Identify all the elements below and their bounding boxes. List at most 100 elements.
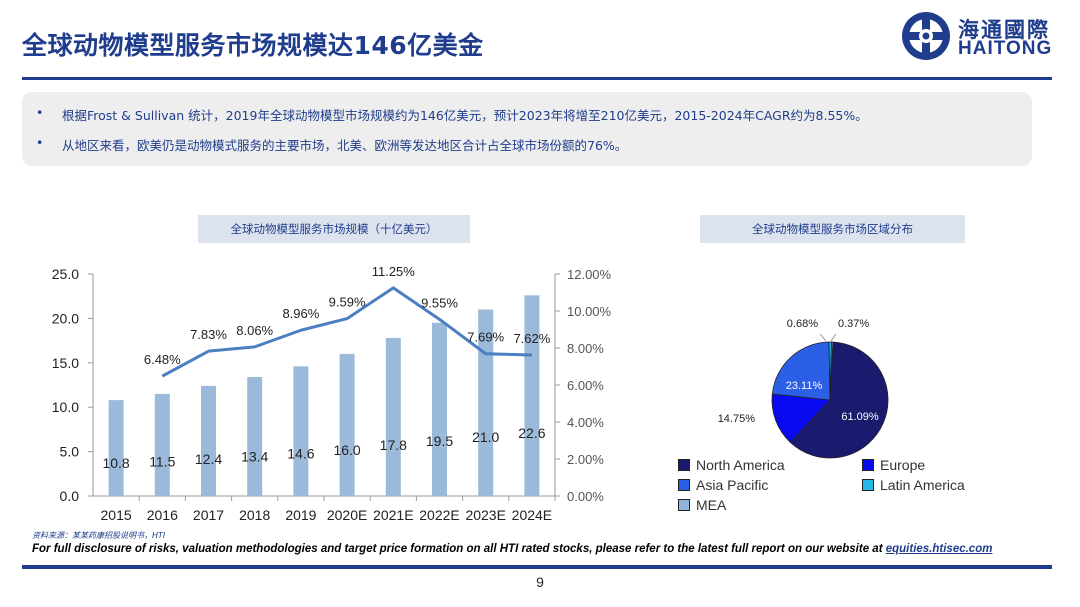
pie-value-label: 14.75% bbox=[718, 413, 756, 425]
pie-leader-line bbox=[819, 333, 827, 342]
y2-tick-label: 0.00% bbox=[567, 489, 604, 504]
y2-tick-label: 8.00% bbox=[567, 341, 604, 356]
bar bbox=[524, 295, 540, 496]
bar-value-label: 21.0 bbox=[472, 429, 499, 445]
haitong-logo: 海通國際 HAITONG bbox=[900, 8, 1070, 64]
haitong-emblem-icon bbox=[902, 12, 950, 60]
bar-value-label: 14.6 bbox=[287, 445, 314, 461]
legend-item: Asia Pacific bbox=[678, 477, 768, 493]
legend-item: Latin America bbox=[862, 477, 965, 493]
bar-value-label: 16.0 bbox=[333, 442, 360, 458]
legend-label: Latin America bbox=[880, 477, 965, 493]
bar bbox=[339, 353, 355, 496]
bullet-symbol: • bbox=[36, 105, 44, 120]
legend-label: North America bbox=[696, 457, 785, 473]
page-title: 全球动物模型服务市场规模达146亿美金 bbox=[22, 31, 484, 60]
line-value-label: 6.48% bbox=[144, 352, 181, 367]
bar-value-label: 22.6 bbox=[518, 425, 545, 441]
bar-value-label: 10.8 bbox=[102, 455, 129, 471]
disclosure-sentence: For full disclosure of risks, valuation … bbox=[32, 543, 886, 555]
y-tick-label: 15.0 bbox=[52, 355, 79, 371]
pie-slice bbox=[771, 393, 831, 444]
y2-tick-label: 2.00% bbox=[567, 452, 604, 467]
bar-value-label: 12.4 bbox=[195, 451, 222, 467]
bar bbox=[201, 385, 216, 496]
legend-item: MEA bbox=[678, 497, 726, 513]
website-link[interactable]: equities.htisec.com bbox=[885, 543, 993, 555]
legend-label: Europe bbox=[880, 457, 926, 473]
legend-label: MEA bbox=[696, 497, 727, 513]
x-tick-label: 2019 bbox=[285, 507, 316, 523]
page-number: 9 bbox=[536, 574, 544, 590]
bullet-symbol: • bbox=[36, 135, 44, 150]
x-tick-label: 2023E bbox=[465, 507, 505, 523]
y-tick-label: 10.0 bbox=[52, 399, 79, 415]
bar bbox=[385, 337, 401, 496]
bar bbox=[247, 377, 263, 496]
bar bbox=[432, 322, 447, 496]
pie-value-label: 0.68% bbox=[787, 318, 818, 330]
bar-value-label: 11.5 bbox=[149, 453, 175, 469]
growth-rate-line bbox=[161, 286, 532, 378]
pie-value-label: 23.11% bbox=[786, 380, 823, 392]
legend-swatch bbox=[862, 479, 874, 492]
summary-box: • 根据Frost & Sullivan 统计，2019年全球动物模型市场规模约… bbox=[22, 92, 1032, 166]
legend-item: Europe bbox=[862, 457, 925, 473]
bar bbox=[108, 400, 124, 496]
x-tick-label: 2022E bbox=[419, 507, 459, 523]
legend-swatch bbox=[678, 479, 690, 492]
bar bbox=[293, 366, 309, 496]
x-tick-label: 2016 bbox=[147, 507, 178, 523]
legend-label: Asia Pacific bbox=[696, 477, 769, 493]
x-tick-label: 2024E bbox=[512, 507, 552, 523]
pie-slice bbox=[771, 341, 831, 401]
line-value-label: 8.06% bbox=[236, 323, 273, 338]
line-value-label: 8.96% bbox=[282, 306, 319, 321]
bar bbox=[154, 393, 170, 496]
y-tick-label: 0.0 bbox=[60, 488, 80, 504]
disclosure-text: For full disclosure of risks, valuation … bbox=[32, 543, 992, 555]
line-value-label: 9.55% bbox=[421, 295, 458, 310]
y-tick-label: 5.0 bbox=[60, 444, 80, 460]
line-value-label: 7.62% bbox=[513, 331, 550, 346]
legend-swatch bbox=[678, 459, 690, 472]
bar-value-label: 17.8 bbox=[380, 437, 407, 453]
bar-chart-title: 全球动物模型服务市场规模（十亿美元） bbox=[198, 215, 470, 243]
pie-slice bbox=[790, 341, 889, 459]
pie-chart-title: 全球动物模型服务市场区域分布 bbox=[700, 215, 965, 243]
x-tick-label: 2020E bbox=[327, 507, 367, 523]
y-tick-label: 25.0 bbox=[52, 266, 79, 282]
region-pie-chart: 61.09% 14.75% 23.11% 0.68% 0.37% bbox=[718, 318, 889, 459]
footer-divider bbox=[22, 565, 1052, 569]
line-value-label: 9.59% bbox=[329, 295, 366, 310]
legend-item: North America bbox=[678, 457, 785, 473]
y-tick-label: 20.0 bbox=[52, 310, 79, 326]
y2-tick-label: 6.00% bbox=[567, 378, 604, 393]
x-tick-label: 2015 bbox=[101, 507, 132, 523]
pie-leader-line bbox=[830, 333, 837, 342]
y2-tick-label: 4.00% bbox=[567, 415, 604, 430]
y2-tick-label: 10.00% bbox=[567, 304, 612, 319]
bar-value-label: 13.4 bbox=[241, 448, 268, 464]
pie-value-label: 0.37% bbox=[838, 318, 869, 330]
pie-value-label: 61.09% bbox=[841, 411, 879, 423]
pie-slice bbox=[829, 341, 834, 401]
source-note: 资料来源：某某药康招股说明书，HTI bbox=[32, 531, 166, 540]
bar-value-label: 19.5 bbox=[426, 433, 453, 449]
line-value-label: 7.69% bbox=[467, 330, 504, 345]
bar bbox=[478, 309, 494, 496]
header-divider bbox=[22, 77, 1052, 80]
legend-swatch bbox=[862, 459, 874, 472]
y2-tick-label: 12.00% bbox=[567, 267, 612, 282]
x-tick-label: 2017 bbox=[193, 507, 224, 523]
line-value-label: 11.25% bbox=[372, 264, 416, 279]
x-tick-label: 2018 bbox=[239, 507, 270, 523]
summary-bullet-2: 从地区来看，欧美仍是动物模式服务的主要市场，北美、欧洲等发达地区合计占全球市场份… bbox=[62, 138, 628, 153]
x-tick-label: 2021E bbox=[373, 507, 413, 523]
logo-english-text: HAITONG bbox=[958, 38, 1053, 59]
legend-swatch bbox=[678, 499, 690, 512]
market-size-chart: 0.0 5.0 10.0 15.0 20.0 25.0 0.00% 2.00% 4.00% 6.0… bbox=[52, 264, 612, 523]
summary-bullet-1: 根据Frost & Sullivan 统计，2019年全球动物模型市场规模约为1… bbox=[62, 108, 868, 123]
logo-chinese-text: 海通國際 bbox=[958, 18, 1050, 42]
line-value-label: 7.83% bbox=[190, 327, 227, 342]
